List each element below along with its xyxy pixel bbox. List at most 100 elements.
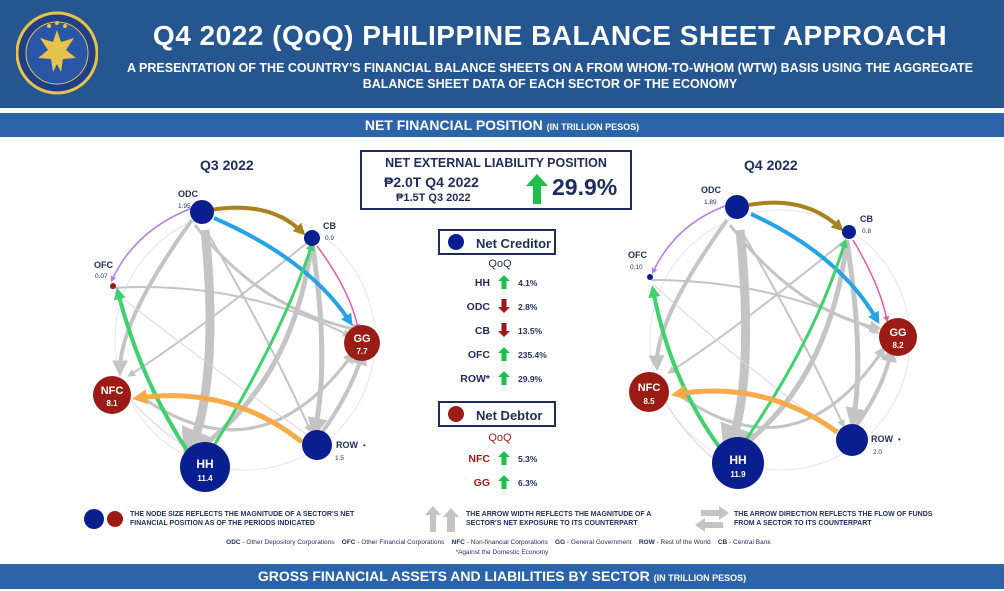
label-nfc: NFC: [638, 382, 661, 394]
change-value: 6.3%: [518, 478, 538, 488]
net-external-q3: ₱1.5T Q3 2022: [396, 192, 471, 204]
link-nfc-gg: [674, 346, 886, 430]
down-arrow-icon: [498, 323, 510, 340]
debtor-row-gg: GG 6.3%: [440, 475, 560, 491]
label-hh: HH: [196, 457, 213, 471]
up-arrow-icon: [498, 371, 510, 388]
q3-title: Q3 2022: [200, 157, 254, 173]
label-row: ROW: [336, 440, 359, 450]
net-creditor-label: Net Creditor: [476, 236, 552, 251]
label-ofc: OFC: [628, 250, 647, 260]
net-debtor-legend: Net Debtor: [438, 401, 556, 427]
net-external-title: NET EXTERNAL LIABILITY POSITION: [385, 156, 607, 170]
link-odc-gg-blue: [213, 216, 353, 327]
node-nfc: [629, 372, 669, 412]
abbr-desc: - Other Depository Corporations: [242, 539, 335, 546]
q3-network-diagram: ODC 1.95 CB 0.9 OFC 0.07 GG 7.7 NFC 8.1 …: [93, 189, 380, 492]
section-bar-gross-financial: GROSS FINANCIAL ASSETS AND LIABILITIES B…: [0, 564, 1004, 589]
change-value: 4.1%: [518, 278, 538, 288]
creditor-dot-icon: [448, 234, 464, 250]
footnote: *Against the Domestic Economy: [455, 549, 549, 556]
section-title: NET FINANCIAL POSITION: [364, 117, 543, 133]
node-cb: [842, 225, 856, 239]
change-value: 29.9%: [518, 374, 543, 384]
link-row-gg: [316, 348, 367, 440]
node-cb: [304, 230, 320, 246]
abbr-desc: - Other Financial Corporations: [357, 539, 445, 546]
link-cb-nfc: [127, 241, 309, 377]
debtor-dot-icon: [448, 406, 464, 422]
down-arrow-icon: [498, 299, 510, 316]
creditor-row-cb: CB 13.5%: [440, 323, 560, 339]
label-gg: GG: [889, 327, 906, 339]
value-gg: 8.2: [892, 341, 904, 350]
link-cb-gg: [852, 239, 890, 323]
link-odc-gg-blue: [750, 212, 880, 325]
up-arrow-icon: [498, 347, 510, 364]
q4-network-diagram: ODC 1.89 CB 0.8 OFC 0.10 GG 8.2 NFC 8.5 …: [628, 185, 917, 489]
link-hh-cb: [208, 241, 315, 453]
value-odc: 1.89: [704, 199, 717, 206]
creditor-row-ofc: OFC 235.4%: [440, 347, 560, 363]
change-value: 5.3%: [518, 454, 538, 464]
value-hh: 11.4: [197, 474, 213, 483]
link-hh-ofc: [113, 287, 192, 457]
link-cb-gg: [316, 245, 361, 331]
value-ofc: 0.10: [630, 264, 643, 271]
section-unit: (IN TRILLION PESOS): [546, 122, 640, 132]
node-nfc: [93, 376, 131, 414]
up-arrow-icon: [498, 475, 510, 492]
note-arrow-direction: THE ARROW DIRECTION REFLECTS THE FLOW OF…: [734, 511, 933, 527]
net-external-change: 29.9%: [552, 174, 618, 200]
link-cb-row: [307, 241, 328, 438]
debtor-row-nfc: NFC 5.3%: [440, 451, 560, 467]
abbr-desc: - Rest of the World: [656, 539, 711, 546]
row-asterisk: •: [363, 441, 366, 450]
value-hh: 11.9: [730, 470, 746, 479]
net-creditor-legend: Net Creditor: [438, 229, 556, 255]
note-arrow-width: THE ARROW WIDTH REFLECTS THE MAGNITUDE O…: [466, 511, 652, 527]
creditor-row-hh: HH 4.1%: [440, 275, 560, 291]
link-odc-hh: [720, 229, 755, 462]
abbr-code: GG: [554, 539, 566, 546]
q4-title: Q4 2022: [744, 157, 798, 173]
creditor-row-odc: ODC 2.8%: [440, 299, 560, 315]
link-row-nfc: [671, 385, 839, 435]
section2-title: GROSS FINANCIAL ASSETS AND LIABILITIES B…: [257, 568, 650, 584]
value-odc: 1.95: [178, 203, 191, 210]
abbr-desc: - General Government: [566, 539, 632, 546]
label-row: ROW: [871, 434, 894, 444]
value-gg: 7.7: [356, 347, 368, 356]
node-hh: [180, 442, 230, 492]
label-odc: ODC: [178, 189, 199, 199]
arrow-width-legend-icon: [425, 506, 459, 532]
header: Q4 2022 (QoQ) PHILIPPINE BALANCE SHEET A…: [0, 0, 1004, 108]
change-value: 2.8%: [518, 302, 538, 312]
link-row-gg: [851, 345, 897, 432]
link-odc-ofc: [110, 207, 193, 283]
label-odc: ODC: [701, 185, 722, 195]
node-ofc: [647, 274, 653, 280]
page-subtitle: A PRESENTATION OF THE COUNTRY'S FINANCIA…: [127, 61, 973, 91]
link-odc-gg: [193, 224, 363, 335]
node-gg: [879, 318, 917, 356]
up-arrow-icon: [498, 275, 510, 292]
link-cb-row: [844, 241, 866, 428]
link-row-nfc: [132, 389, 304, 444]
arrow-direction-legend-icon: [695, 506, 729, 532]
sector-label: NFC: [468, 453, 490, 465]
sector-label: HH: [474, 277, 490, 289]
node-odc: [190, 200, 214, 224]
link-odc-nfc: [112, 218, 194, 377]
label-hh: HH: [729, 453, 746, 467]
value-nfc: 8.1: [106, 399, 118, 408]
node-hh: [712, 437, 764, 489]
value-ofc: 0.07: [95, 273, 108, 280]
section-bar-net-financial-position: NET FINANCIAL POSITION (IN TRILLION PESO…: [0, 113, 1004, 137]
change-value: 13.5%: [518, 326, 543, 336]
sector-label: CB: [474, 325, 490, 337]
link-odc-row: [205, 229, 312, 433]
up-arrow-icon: [526, 174, 548, 204]
up-arrow-icon: [498, 451, 510, 468]
net-external-q4: ₱2.0T Q4 2022: [384, 174, 479, 190]
